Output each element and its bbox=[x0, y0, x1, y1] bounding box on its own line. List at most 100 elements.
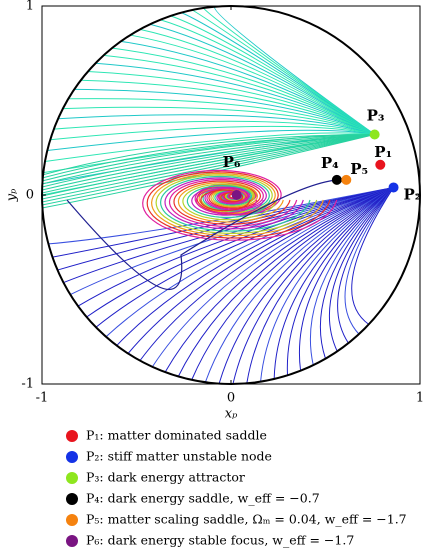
streamline bbox=[42, 134, 375, 206]
streamline bbox=[309, 187, 394, 366]
point-label: P₂ bbox=[404, 185, 422, 203]
streamline bbox=[86, 186, 394, 318]
point-label: P₅ bbox=[350, 160, 368, 178]
streamline bbox=[164, 186, 394, 373]
streamline bbox=[151, 186, 394, 368]
streamline bbox=[160, 19, 375, 135]
streamline bbox=[191, 186, 394, 381]
streamline bbox=[70, 186, 394, 296]
streamline bbox=[53, 120, 375, 136]
streamline bbox=[58, 114, 375, 135]
streamline bbox=[116, 186, 394, 346]
streamline bbox=[68, 98, 375, 135]
streamline bbox=[77, 186, 394, 307]
y-tick-label: 1 bbox=[26, 0, 34, 14]
streamline bbox=[95, 186, 394, 328]
streamline bbox=[200, 189, 251, 212]
point-label: P₄ bbox=[321, 154, 339, 172]
streamline bbox=[299, 187, 394, 371]
streamline bbox=[319, 187, 394, 359]
streamline bbox=[42, 134, 375, 203]
legend-text: P₆: dark energy stable focus, w_eff = −1… bbox=[86, 533, 354, 548]
critical-point bbox=[341, 174, 352, 185]
streamline bbox=[139, 186, 394, 361]
streamline bbox=[52, 186, 394, 258]
critical-point bbox=[231, 190, 242, 200]
legend-marker bbox=[66, 451, 78, 463]
legend-marker bbox=[66, 514, 78, 526]
x-axis-label: xₚ bbox=[225, 407, 238, 422]
streamline bbox=[42, 134, 375, 182]
streamline bbox=[105, 186, 394, 338]
critical-point bbox=[375, 159, 386, 170]
streamline bbox=[181, 12, 375, 135]
legend-marker bbox=[66, 430, 78, 442]
streamline bbox=[47, 129, 375, 152]
streamline bbox=[150, 172, 324, 237]
streamline bbox=[173, 180, 291, 225]
streamline bbox=[42, 134, 375, 194]
streamline bbox=[232, 187, 394, 384]
streamline bbox=[42, 134, 375, 176]
streamline bbox=[42, 134, 375, 197]
x-tick-label: 1 bbox=[416, 391, 424, 406]
streamline bbox=[130, 34, 375, 135]
x-tick-label: -1 bbox=[36, 391, 49, 406]
point-label: P₃ bbox=[367, 107, 385, 125]
streamline bbox=[42, 134, 375, 191]
y-tick-label: 0 bbox=[26, 188, 34, 203]
streamline bbox=[182, 183, 278, 221]
critical-point bbox=[388, 182, 399, 193]
critical-point bbox=[369, 129, 380, 140]
streamline bbox=[74, 88, 375, 135]
x-tick-label: 0 bbox=[227, 391, 235, 406]
streamline bbox=[218, 187, 394, 384]
point-label: P₆ bbox=[223, 153, 241, 171]
legend-text: P₅: matter scaling saddle, Ωₘ = 0.04, w_… bbox=[86, 512, 407, 527]
streamline bbox=[273, 187, 394, 380]
streamline bbox=[203, 7, 375, 135]
streamline bbox=[42, 134, 375, 200]
streamline bbox=[66, 179, 337, 291]
legend-text: P₃: dark energy attractor bbox=[86, 470, 245, 485]
streamline bbox=[260, 187, 394, 382]
streamline bbox=[103, 54, 375, 135]
streamline bbox=[164, 177, 304, 230]
streamline bbox=[50, 125, 375, 141]
point-label: P₁ bbox=[374, 143, 392, 161]
streamline bbox=[42, 134, 375, 185]
streamline bbox=[177, 182, 284, 223]
legend-marker bbox=[66, 535, 78, 547]
critical-point bbox=[331, 174, 342, 185]
streamline bbox=[139, 28, 375, 135]
streamline bbox=[127, 186, 394, 354]
streamline bbox=[111, 47, 375, 135]
streamline bbox=[328, 187, 394, 352]
streamline bbox=[191, 186, 264, 216]
streamline bbox=[44, 132, 375, 163]
streamline bbox=[48, 186, 394, 245]
streamline bbox=[170, 15, 375, 135]
legend-text: P₄: dark energy saddle, w_eff = −0.7 bbox=[86, 491, 320, 506]
streamline bbox=[192, 9, 375, 135]
streamline bbox=[177, 186, 394, 377]
streamline bbox=[186, 184, 271, 218]
streamlines bbox=[42, 6, 394, 384]
streamline bbox=[351, 187, 394, 325]
streamline bbox=[286, 187, 394, 376]
streamline bbox=[195, 187, 258, 214]
y-axis-label: yₚ bbox=[5, 189, 20, 203]
streamline bbox=[168, 178, 298, 228]
streamline bbox=[80, 79, 375, 135]
streamline bbox=[246, 187, 394, 384]
streamline bbox=[42, 134, 375, 188]
streamline bbox=[337, 187, 394, 344]
streamline bbox=[149, 23, 375, 135]
y-tick-label: -1 bbox=[21, 377, 34, 392]
streamline bbox=[344, 187, 394, 335]
streamline bbox=[95, 62, 375, 135]
streamline bbox=[42, 134, 375, 179]
streamline bbox=[204, 187, 394, 383]
legend-text: P₂: stiff matter unstable node bbox=[86, 449, 272, 464]
